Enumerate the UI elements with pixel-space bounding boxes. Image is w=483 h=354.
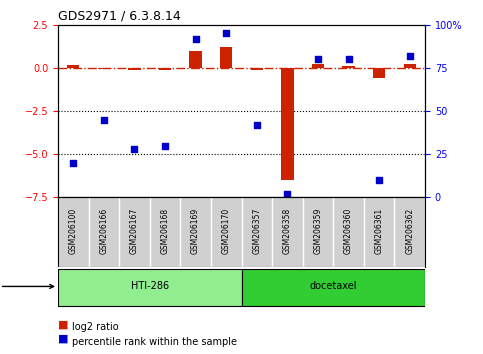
FancyBboxPatch shape	[242, 269, 425, 306]
Text: log2 ratio: log2 ratio	[72, 322, 119, 332]
Text: GSM206167: GSM206167	[130, 208, 139, 254]
Text: GSM206100: GSM206100	[69, 208, 78, 254]
FancyBboxPatch shape	[58, 269, 242, 306]
Text: GSM206359: GSM206359	[313, 208, 323, 254]
Point	[192, 36, 199, 41]
Point	[284, 191, 291, 197]
Bar	[220, 47, 232, 68]
Point	[161, 143, 169, 148]
Text: ■: ■	[58, 319, 69, 330]
Text: ■: ■	[58, 333, 69, 344]
Text: GSM206166: GSM206166	[99, 208, 108, 254]
Text: GSM206357: GSM206357	[252, 208, 261, 254]
Text: percentile rank within the sample: percentile rank within the sample	[72, 337, 238, 347]
Text: GSM206360: GSM206360	[344, 208, 353, 254]
Bar	[342, 66, 355, 68]
Point	[345, 57, 353, 62]
Text: GSM206358: GSM206358	[283, 208, 292, 254]
Bar	[128, 68, 141, 70]
Text: docetaxel: docetaxel	[310, 281, 357, 291]
Point	[70, 160, 77, 166]
Text: GSM206361: GSM206361	[375, 208, 384, 254]
Text: GDS2971 / 6.3.8.14: GDS2971 / 6.3.8.14	[58, 9, 181, 22]
Point	[130, 146, 138, 152]
Text: HTI-286: HTI-286	[131, 281, 169, 291]
Bar	[312, 64, 324, 68]
Point	[314, 57, 322, 62]
Bar	[373, 68, 385, 78]
Point	[100, 117, 108, 122]
Bar	[67, 65, 79, 68]
Bar	[251, 68, 263, 70]
Text: GSM206170: GSM206170	[222, 208, 231, 254]
Text: GSM206362: GSM206362	[405, 208, 414, 254]
Point	[222, 30, 230, 36]
Point	[253, 122, 261, 128]
Bar	[159, 68, 171, 70]
Text: GSM206169: GSM206169	[191, 208, 200, 254]
Point	[375, 177, 383, 183]
Point	[406, 53, 413, 59]
Bar	[281, 68, 294, 180]
Bar	[404, 64, 416, 68]
Bar	[189, 51, 202, 68]
Bar	[98, 68, 110, 69]
Text: GSM206168: GSM206168	[160, 208, 170, 254]
Text: agent: agent	[0, 281, 54, 291]
